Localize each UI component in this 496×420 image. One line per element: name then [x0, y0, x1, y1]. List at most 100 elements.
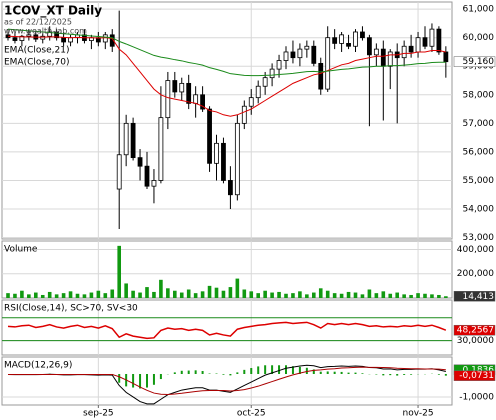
candle-body [353, 31, 358, 47]
volume-bar [131, 290, 135, 298]
volume-bar [47, 291, 52, 298]
rsi-line [7, 321, 447, 340]
candle-body [401, 45, 407, 59]
y-tick-label: 54,000 [463, 205, 495, 215]
histogram-bar [396, 373, 399, 376]
volume-bar [305, 294, 309, 298]
histogram-bar [389, 373, 392, 376]
volume-bar [228, 287, 233, 298]
candle-body [179, 82, 185, 93]
y-tick-label: 200,000 [457, 269, 494, 279]
candle-body [429, 28, 435, 47]
volume-bar [75, 293, 80, 298]
chart-subtitle: as of 22/12/2025 [4, 18, 72, 27]
candle-body [436, 28, 442, 53]
histogram-bar [298, 366, 301, 374]
histogram-bar [305, 367, 308, 374]
histogram-bar [444, 373, 447, 376]
volume-bar [145, 287, 149, 298]
candle-body [318, 62, 324, 90]
histogram-bar [243, 369, 246, 374]
candle-body [158, 117, 164, 181]
candle-body [200, 94, 206, 110]
last-value-box [453, 324, 496, 336]
histogram-bar [229, 373, 232, 376]
histogram-bar [312, 369, 315, 374]
histogram-bar [222, 373, 225, 375]
volume-bar [103, 293, 108, 298]
x-tick-label: nov-25 [403, 409, 434, 419]
volume-bar [346, 291, 351, 298]
volume-bar [277, 291, 281, 298]
volume-bar [54, 294, 59, 298]
candle-body [443, 51, 449, 63]
histogram-bar [285, 365, 287, 374]
histogram-bar [326, 371, 329, 374]
volume-bar [96, 290, 101, 298]
volume-bar [152, 291, 156, 298]
volume-bar [249, 291, 254, 298]
candle-body [297, 48, 303, 59]
volume-bar [186, 289, 191, 298]
histogram-bar [257, 366, 260, 374]
volume-bar [367, 289, 372, 298]
histogram-bar [333, 371, 336, 374]
volume-bar [221, 290, 226, 298]
histogram-bar [187, 370, 190, 374]
histogram-bar [264, 365, 267, 374]
candle-body [137, 157, 143, 167]
ema-line [7, 35, 446, 117]
volume-bar [325, 290, 330, 298]
candle-body [346, 43, 351, 47]
candle-body [61, 37, 66, 43]
volume-bar [179, 292, 184, 298]
histogram-bar [152, 373, 155, 385]
histogram-bar [250, 368, 253, 374]
volume-bar [214, 287, 219, 298]
volume-bar [444, 296, 448, 298]
candle-body [373, 48, 379, 56]
candle-body [165, 80, 171, 119]
y-tick-label: 58,000 [463, 90, 495, 100]
candle-body [311, 45, 317, 64]
histogram-bar [354, 372, 357, 374]
candle-body [283, 51, 289, 61]
volume-bar [235, 278, 240, 298]
volume-bar [374, 293, 379, 298]
y-tick-label: -1,0000 [459, 392, 494, 402]
histogram-bar [382, 373, 385, 376]
volume-bar [193, 293, 198, 298]
y-tick-label: 55,000 [463, 176, 495, 186]
candle-body [130, 122, 136, 159]
candle-body [248, 97, 254, 107]
candle-body [109, 34, 115, 47]
volume-bar [430, 294, 434, 298]
last-value-label: 0,1836 [463, 365, 495, 375]
histogram-bar [437, 373, 440, 375]
candle-body [366, 37, 372, 56]
ema-line [7, 28, 446, 77]
volume-bar [27, 294, 31, 298]
volume-bar [61, 293, 66, 298]
volume-bar [416, 293, 420, 298]
histogram-bar [410, 373, 413, 375]
pane-title: MACD(12,26,9) [4, 361, 72, 371]
candle-body [116, 154, 122, 190]
pane [1, 299, 453, 356]
histogram-bar [271, 365, 274, 374]
volume-bar [409, 294, 413, 298]
volume-bar [332, 293, 337, 298]
volume-bar [291, 293, 295, 298]
candle-body [172, 80, 178, 93]
histogram-bar [118, 373, 121, 383]
histogram-bar [132, 373, 135, 388]
histogram-bar [403, 373, 406, 375]
candle-body [102, 34, 108, 43]
candle-body [40, 35, 46, 40]
y-tick-label: 400,000 [457, 245, 494, 255]
histogram-bar [347, 372, 350, 374]
last-value-label: 59,160 [463, 57, 495, 67]
last-value-box [453, 56, 496, 67]
legend-entry: EMA(Close,21) [4, 46, 69, 56]
volume-bar [381, 291, 386, 298]
